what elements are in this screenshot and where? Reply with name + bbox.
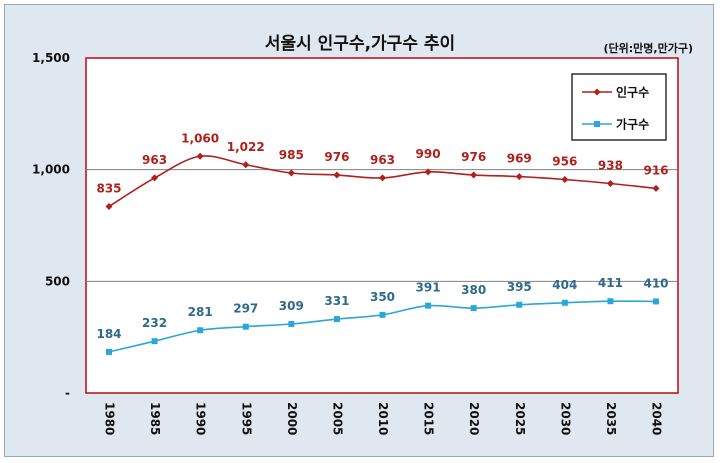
data-point: [379, 174, 386, 182]
y-tick-label: 1,500: [32, 51, 70, 65]
data-point: [516, 301, 523, 308]
legend-box: [571, 73, 667, 141]
data-label: 380: [461, 283, 486, 297]
data-label: 976: [324, 150, 349, 164]
legend-label: 가구수: [616, 117, 649, 132]
data-label: 1,022: [227, 140, 265, 154]
data-point: [333, 316, 340, 323]
data-point: [106, 348, 112, 355]
data-point: [287, 169, 295, 177]
x-tick-label: 2000: [285, 402, 299, 435]
data-label: 297: [233, 302, 258, 316]
data-point: [652, 184, 660, 192]
data-label: 391: [416, 281, 441, 295]
data-point: [424, 168, 432, 176]
data-label: 963: [370, 153, 395, 167]
legend-marker: [594, 121, 600, 127]
x-tick-label: 2035: [604, 402, 618, 435]
data-label: 1,060: [181, 131, 219, 145]
data-point: [470, 305, 477, 312]
data-label: 938: [598, 159, 623, 173]
data-label: 990: [416, 147, 441, 161]
x-tick-label: 2040: [650, 402, 664, 435]
data-label: 410: [643, 276, 668, 290]
x-tick-label: 2015: [422, 402, 436, 435]
data-point: [606, 180, 614, 188]
data-label: 184: [96, 327, 121, 341]
unit-note: (단위:만명,만가구): [603, 42, 693, 55]
data-label: 281: [188, 305, 213, 319]
data-point: [561, 175, 569, 183]
legend-label: 인구수: [616, 85, 649, 100]
data-point: [425, 302, 432, 309]
data-point: [653, 298, 659, 305]
data-point: [242, 161, 250, 169]
y-tick-label: 1,000: [32, 163, 70, 177]
x-tick-label: 1990: [194, 402, 208, 435]
x-tick-label: 2020: [467, 402, 481, 435]
data-point: [515, 173, 523, 181]
data-label: 916: [643, 163, 668, 177]
data-label: 976: [461, 150, 486, 164]
data-label: 232: [142, 316, 167, 330]
x-tick-label: 2025: [513, 402, 527, 435]
x-tick-label: 2030: [558, 402, 572, 435]
x-tick-label: 2005: [330, 402, 344, 435]
data-point: [242, 323, 249, 330]
chart-title: 서울시 인구수,가구수 추이: [264, 34, 456, 54]
data-label: 309: [279, 299, 304, 313]
data-point: [379, 311, 386, 318]
data-label: 969: [507, 152, 532, 166]
data-label: 963: [142, 153, 167, 167]
data-point: [607, 298, 614, 305]
data-label: 835: [96, 182, 121, 196]
data-label: 411: [598, 276, 623, 290]
data-point: [105, 203, 113, 211]
data-point: [151, 338, 158, 345]
data-point: [151, 174, 159, 182]
data-point: [196, 152, 204, 160]
data-point: [561, 299, 568, 306]
data-label: 956: [552, 154, 577, 168]
data-label: 395: [507, 280, 532, 294]
legend-marker: [593, 88, 601, 96]
y-tick-label: 500: [45, 274, 70, 288]
data-point: [288, 320, 295, 327]
y-tick-label: -: [65, 386, 70, 400]
data-label: 350: [370, 290, 395, 304]
x-tick-label: 1985: [148, 402, 162, 435]
data-label: 985: [279, 148, 304, 162]
data-label: 331: [324, 294, 349, 308]
data-label: 404: [552, 278, 577, 292]
x-tick-label: 1995: [239, 402, 253, 435]
data-point: [197, 327, 204, 334]
x-tick-label: 2010: [376, 402, 390, 435]
data-point: [333, 171, 341, 179]
x-tick-label: 1980: [103, 402, 117, 435]
data-point: [470, 171, 478, 179]
